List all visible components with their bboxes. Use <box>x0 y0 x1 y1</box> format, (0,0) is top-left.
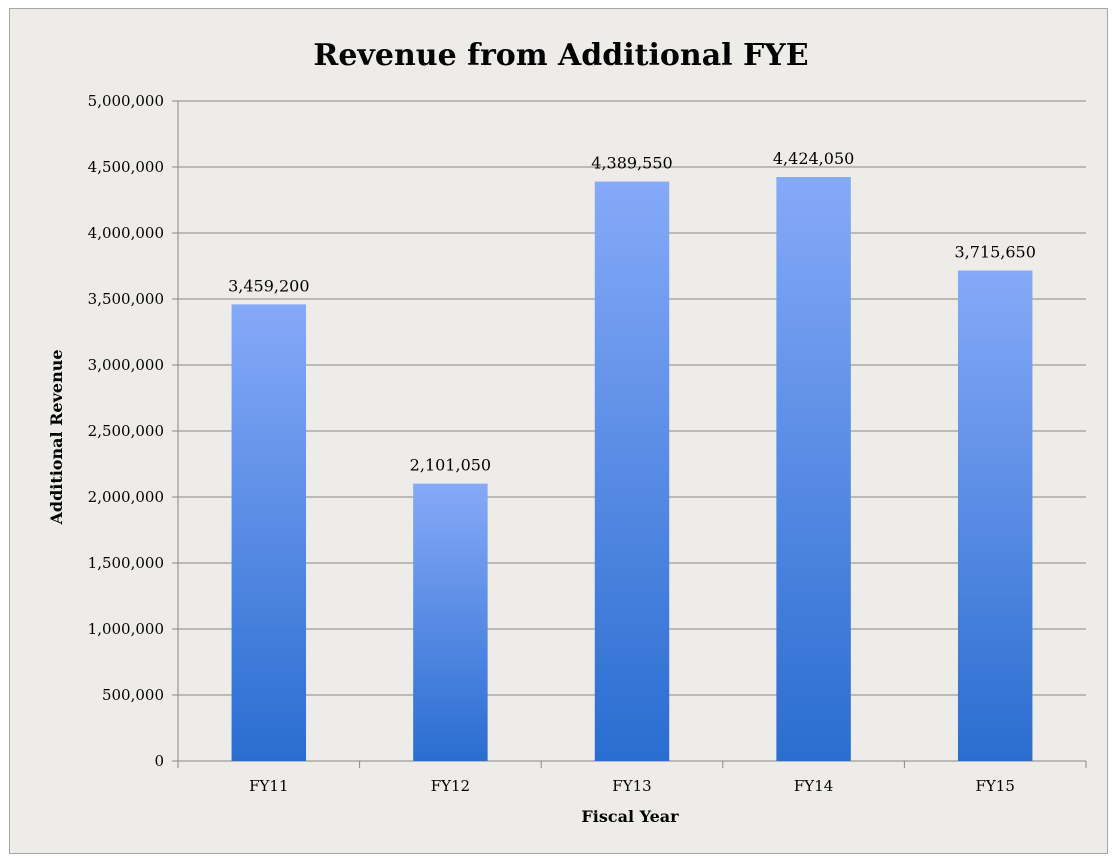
data-label: 3,715,650 <box>954 243 1035 262</box>
y-tick-label: 2,500,000 <box>88 422 164 440</box>
bar-fy15 <box>957 270 1033 761</box>
y-tick-label: 500,000 <box>102 686 164 704</box>
y-tick-label: 5,000,000 <box>88 92 164 110</box>
y-tick-label: 4,000,000 <box>88 224 164 242</box>
bar-fy14 <box>776 177 851 762</box>
y-axis-ticks: 0 500,000 1,000,000 1,500,000 2,000,000 2,500… <box>88 92 164 770</box>
data-label: 2,101,050 <box>410 456 491 475</box>
y-tick-label: 1,500,000 <box>88 554 164 572</box>
data-label: 4,424,050 <box>773 149 854 168</box>
data-label: 4,389,550 <box>591 154 672 173</box>
y-tick-label: 4,500,000 <box>88 158 164 176</box>
data-label: 3,459,200 <box>228 276 309 295</box>
y-axis-title: Additional Revenue <box>47 349 66 525</box>
y-tick-label: 3,500,000 <box>88 290 164 308</box>
x-axis-ticks: FY11 FY12 FY13 FY14 FY15 <box>249 777 1015 795</box>
y-tick-label: 3,000,000 <box>88 356 164 374</box>
bar-chart: Revenue from Additional FYE 0 500,000 1,00… <box>47 38 1087 826</box>
bar-fy13 <box>594 181 670 761</box>
x-tick-label: FY12 <box>431 777 470 795</box>
bar-fy11 <box>231 304 307 761</box>
chart-title: Revenue from Additional FYE <box>313 38 808 73</box>
bars <box>231 177 1033 762</box>
y-tick-label: 1,000,000 <box>88 620 164 638</box>
x-tick-label: FY14 <box>794 777 833 795</box>
x-tick-label: FY11 <box>249 777 288 795</box>
chart-frame: Revenue from Additional FYE 0 500,000 1,00… <box>9 8 1108 854</box>
x-tick-label: FY15 <box>975 777 1014 795</box>
y-tick-label: 2,000,000 <box>88 488 164 506</box>
y-tick-label: 0 <box>154 752 164 770</box>
bar-fy12 <box>413 483 488 761</box>
x-axis-title: Fiscal Year <box>581 807 679 826</box>
data-labels: 3,459,200 2,101,050 4,389,550 4,424,050 3,71… <box>228 149 1036 475</box>
x-tick-label: FY13 <box>612 777 651 795</box>
